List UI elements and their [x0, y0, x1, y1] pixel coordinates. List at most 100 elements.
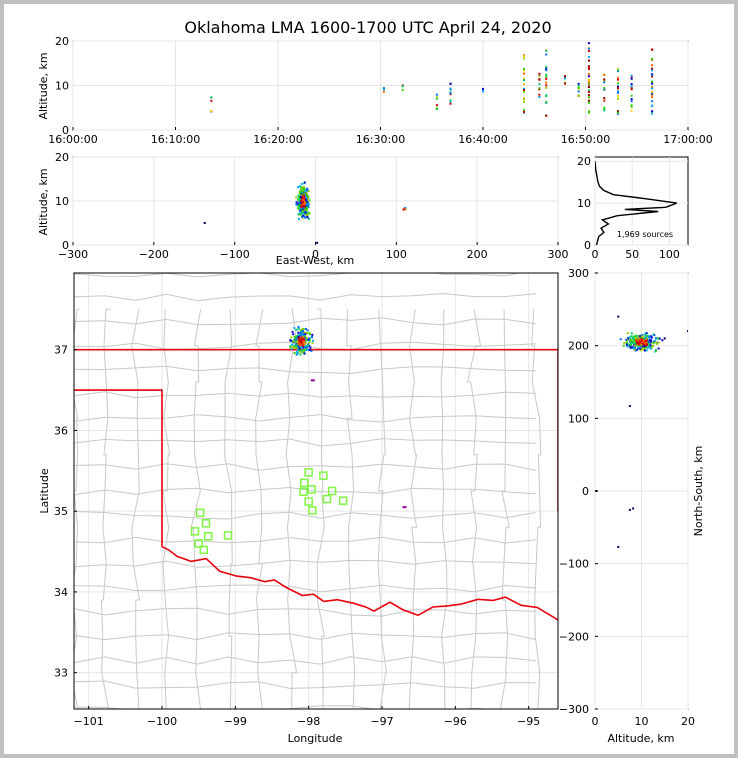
ew-source-point — [303, 212, 306, 215]
county-line — [74, 438, 537, 447]
lma-station-marker — [199, 545, 209, 555]
time-source-point — [651, 90, 654, 93]
time-source-point — [382, 87, 385, 90]
time-source-point — [545, 75, 548, 78]
ns-source-point — [657, 337, 660, 340]
ew-panel-ylabel: Altitude, km — [37, 168, 50, 235]
map-source-point — [300, 340, 303, 343]
ns-source-point — [645, 339, 648, 342]
time-source-point — [449, 102, 452, 105]
map-source-point — [311, 333, 314, 336]
time-source-point — [577, 82, 580, 85]
map-source-point — [297, 334, 300, 337]
time-source-point — [577, 86, 580, 89]
ew-x-tick-label: 300 — [548, 248, 569, 261]
ns-x-tick-label: 20 — [681, 715, 695, 728]
time-source-point — [651, 112, 654, 115]
ns-source-point — [635, 334, 638, 337]
time-height-panel: 16:00:00 16:10:00 16:20:00 16:30:00 16:40:00… — [37, 35, 713, 146]
ew-source-point — [297, 205, 300, 208]
time-source-point — [587, 94, 590, 97]
ns-source-point — [645, 344, 648, 347]
time-source-point — [545, 114, 548, 117]
time-source-point — [523, 87, 525, 90]
time-source-point — [449, 92, 452, 95]
map-source-point — [300, 346, 303, 349]
ew-source-point — [303, 181, 306, 184]
ew-source-point — [303, 208, 306, 211]
map-source-point — [298, 350, 301, 353]
hist-y-tick-label: 10 — [577, 197, 591, 210]
time-source-point — [587, 81, 590, 84]
ns-source-point — [626, 332, 629, 335]
ew-source-point — [304, 202, 307, 205]
ns-source-point — [634, 342, 637, 345]
county-line — [74, 511, 537, 520]
time-source-point — [545, 101, 548, 104]
ns-source-point — [641, 334, 644, 337]
ns-source-point — [633, 348, 636, 351]
ns-source-point — [632, 507, 635, 510]
map-source-point — [301, 344, 304, 347]
map-source-point — [289, 346, 292, 349]
ns-source-point — [650, 335, 653, 338]
ns-source-point — [638, 342, 641, 345]
ns-source-point — [634, 339, 637, 342]
map-source-point — [298, 334, 301, 337]
ew-source-point — [299, 198, 302, 201]
map-sources — [289, 325, 407, 509]
time-source-point — [538, 74, 541, 77]
hist-y-tick-label: 0 — [584, 239, 591, 252]
map-source-point — [296, 346, 299, 349]
county-line — [162, 309, 171, 709]
hist-y-tick-label: 20 — [577, 155, 591, 168]
time-source-point — [523, 72, 525, 75]
time-source-point — [651, 91, 654, 94]
map-source-point — [305, 337, 308, 340]
ns-source-point — [630, 341, 633, 344]
map-x-tick-label: −99 — [224, 715, 247, 728]
ns-source-point — [643, 343, 646, 346]
ew-source-point — [298, 195, 301, 198]
ew-source-point — [299, 185, 302, 188]
lma-station-marker — [307, 485, 316, 494]
time-source-point — [523, 89, 525, 92]
time-source-point — [587, 89, 590, 92]
time-source-point — [587, 42, 590, 45]
hist-panel-x-ticks: 0 50 100 — [592, 248, 680, 261]
north-south-panel: 0 10 20 −300 −200 −100 0 100 200 300 Altitude, k… — [559, 267, 705, 745]
map-source-point — [306, 346, 309, 349]
time-source-point — [603, 73, 606, 76]
time-source-point — [210, 110, 213, 113]
map-source-point — [307, 344, 310, 347]
lma-station-marker — [203, 531, 213, 541]
ns-source-point — [634, 337, 637, 340]
time-source-point — [545, 81, 548, 84]
time-source-point — [630, 104, 633, 107]
map-source-point — [302, 336, 305, 339]
time-source-point — [630, 87, 633, 90]
ew-x-tick-label: 0 — [312, 248, 319, 261]
time-source-point — [523, 79, 525, 82]
time-source-point — [651, 110, 654, 113]
time-source-point — [538, 78, 541, 81]
time-source-point — [603, 78, 606, 81]
ew-source-point — [303, 186, 306, 189]
map-source-point — [295, 336, 298, 339]
map-source-point — [293, 345, 296, 348]
ew-source-point — [306, 194, 309, 197]
ns-source-point — [636, 342, 639, 345]
map-source-point — [304, 347, 307, 350]
ns-source-point — [652, 344, 655, 347]
lma-station-marker — [308, 506, 317, 515]
map-x-tick-label: −101 — [74, 715, 104, 728]
ew-x-tick-label: −200 — [139, 248, 169, 261]
ns-source-point — [626, 345, 629, 348]
ns-source-point — [637, 336, 640, 339]
map-source-point — [294, 347, 297, 350]
map-xlabel: Longitude — [288, 732, 343, 745]
map-source-point — [304, 346, 307, 349]
time-source-point — [587, 68, 590, 71]
time-source-point — [435, 97, 438, 100]
time-x-tick-label: 16:10:00 — [151, 133, 200, 146]
